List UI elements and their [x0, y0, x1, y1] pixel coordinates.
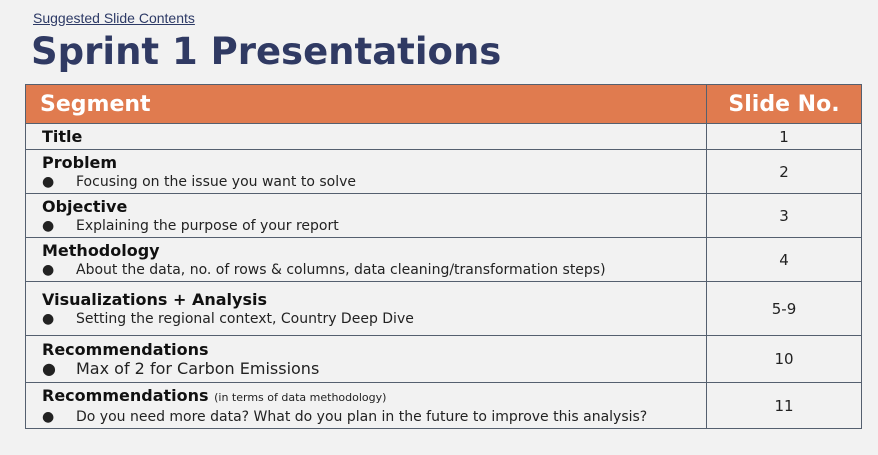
segment-cell: Objective ● Explaining the purpose of yo…: [25, 193, 707, 238]
table-row: Objective ● Explaining the purpose of yo…: [25, 193, 862, 238]
table-row: Recommendations (in terms of data method…: [25, 382, 862, 429]
segment-cell: Recommendations (in terms of data method…: [25, 382, 707, 429]
bullet-icon: ●: [42, 261, 55, 278]
segment-title: Objective: [42, 196, 128, 216]
segment-bullet: ● Max of 2 for Carbon Emissions: [42, 360, 706, 378]
segment-title: Recommendations: [42, 340, 209, 359]
segment-title: Title: [42, 126, 83, 146]
bullet-text: Max of 2 for Carbon Emissions: [76, 359, 320, 378]
segment-cell: Problem ● Focusing on the issue you want…: [25, 149, 707, 194]
segment-title: Methodology: [42, 240, 160, 260]
segment-bullet: ● About the data, no. of rows & columns,…: [42, 261, 706, 279]
segment-note: (in terms of data methodology): [214, 390, 387, 404]
bullet-icon: ●: [42, 359, 56, 378]
table-row: Methodology ● About the data, no. of row…: [25, 237, 862, 282]
bullet-text: Explaining the purpose of your report: [76, 217, 339, 234]
slide-number: 4: [706, 237, 862, 282]
bullet-icon: ●: [42, 217, 55, 234]
slide-number: 11: [706, 382, 862, 429]
slide-number: 3: [706, 193, 862, 238]
segment-cell: Title: [25, 123, 707, 150]
segment-cell: Visualizations + Analysis ● Setting the …: [25, 281, 707, 336]
column-header-slide-no: Slide No.: [706, 84, 862, 124]
segment-title: Problem: [42, 152, 118, 172]
slide-number: 1: [706, 123, 862, 150]
segment-cell: Methodology ● About the data, no. of row…: [25, 237, 707, 282]
slide-number: 2: [706, 149, 862, 194]
bullet-text: Do you need more data? What do you plan …: [76, 408, 648, 425]
segment-bullet: ● Do you need more data? What do you pla…: [42, 408, 706, 426]
segment-bullet: ● Focusing on the issue you want to solv…: [42, 173, 706, 191]
slide-number: 5-9: [706, 281, 862, 336]
suggested-slide-contents-link[interactable]: Suggested Slide Contents: [33, 10, 195, 26]
table-header-row: Segment Slide No.: [25, 84, 862, 124]
segment-bullet: ● Setting the regional context, Country …: [42, 310, 706, 328]
slide-number: 10: [706, 335, 862, 383]
segment-cell: Recommendations ● Max of 2 for Carbon Em…: [25, 335, 707, 383]
table-row: Visualizations + Analysis ● Setting the …: [25, 281, 862, 336]
bullet-icon: ●: [42, 408, 55, 425]
slide-contents-table: Segment Slide No. Title 1 Problem ● Focu…: [25, 84, 862, 429]
segment-title-with-note: Recommendations (in terms of data method…: [42, 386, 706, 408]
bullet-text: Setting the regional context, Country De…: [76, 310, 414, 327]
bullet-text: About the data, no. of rows & columns, d…: [76, 261, 606, 278]
bullet-icon: ●: [42, 310, 55, 327]
column-header-segment: Segment: [25, 84, 707, 124]
segment-title: Visualizations + Analysis: [42, 289, 267, 309]
table-row: Recommendations ● Max of 2 for Carbon Em…: [25, 335, 862, 383]
page-title: Sprint 1 Presentations: [31, 30, 502, 73]
table-row: Title 1: [25, 123, 862, 150]
segment-title: Recommendations: [42, 385, 209, 405]
segment-bullet: ● Explaining the purpose of your report: [42, 217, 706, 235]
bullet-text: Focusing on the issue you want to solve: [76, 173, 356, 190]
bullet-icon: ●: [42, 173, 55, 190]
table-row: Problem ● Focusing on the issue you want…: [25, 149, 862, 194]
